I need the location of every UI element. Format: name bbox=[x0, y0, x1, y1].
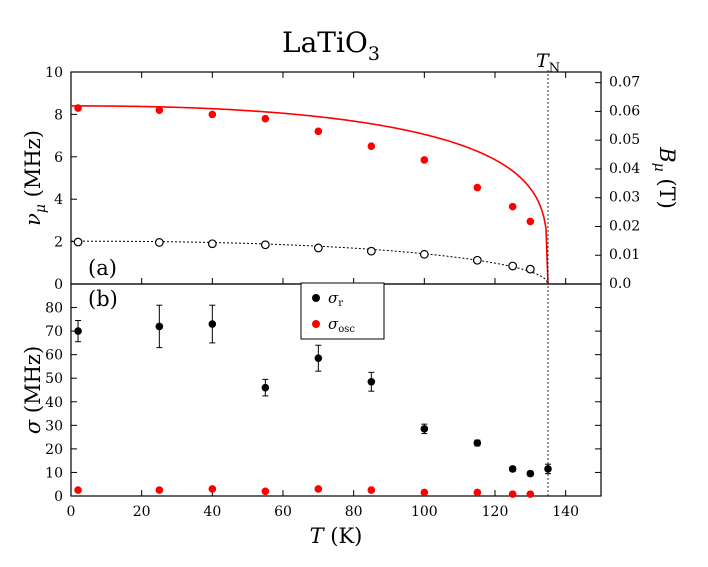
tn-label: TN bbox=[536, 50, 560, 76]
point-sigma-osc bbox=[473, 488, 482, 497]
point-nu-high bbox=[314, 127, 323, 136]
yb-tick-label: 0 bbox=[54, 489, 63, 505]
point-sigma-osc bbox=[367, 486, 376, 494]
point-nu-low bbox=[472, 255, 482, 265]
ya2-tick-label: 0.06 bbox=[609, 103, 640, 119]
point-sigma-osc bbox=[508, 490, 517, 498]
x-tick-label: 140 bbox=[552, 504, 579, 520]
ya-tick-label: 8 bbox=[54, 107, 63, 123]
x-tick-label: 100 bbox=[411, 504, 438, 520]
panel-b-ylabel: σ (MHz) bbox=[21, 346, 45, 434]
point-nu-low bbox=[419, 249, 429, 259]
x-tick-label: 20 bbox=[133, 504, 151, 520]
point-sigma-r bbox=[544, 465, 552, 473]
x-tick-label: 40 bbox=[203, 504, 221, 520]
ya2-tick-label: 0.04 bbox=[609, 161, 640, 177]
point-sigma-osc bbox=[526, 490, 535, 498]
point-nu-low bbox=[313, 243, 323, 253]
point-sigma-r bbox=[155, 322, 164, 331]
yb-tick-label: 30 bbox=[45, 418, 63, 434]
point-nu-high bbox=[526, 217, 535, 226]
yb-tick-label: 50 bbox=[45, 371, 63, 387]
point-sigma-r bbox=[473, 439, 482, 447]
point-sigma-r bbox=[74, 327, 82, 335]
yb-tick-label: 70 bbox=[45, 324, 63, 340]
point-nu-high bbox=[367, 142, 376, 150]
axis-ticks: 0 20 40 60 80 100 120 14002468100.00.010.020.03… bbox=[45, 65, 640, 520]
ya-tick-label: 10 bbox=[45, 65, 63, 81]
point-nu-low bbox=[73, 237, 83, 247]
yb-tick-label: 40 bbox=[45, 395, 63, 411]
yb-tick-label: 60 bbox=[45, 348, 63, 364]
xlabel: T (K) bbox=[310, 524, 363, 548]
point-sigma-r bbox=[526, 469, 535, 478]
point-nu-low bbox=[366, 246, 376, 256]
legend-marker-sigma-osc bbox=[312, 320, 320, 328]
point-sigma-osc bbox=[74, 486, 82, 494]
point-sigma-r bbox=[367, 377, 376, 386]
ya-tick-label: 2 bbox=[54, 235, 63, 251]
ya2-tick-label: 0.05 bbox=[609, 132, 640, 148]
x-tick-label: 120 bbox=[482, 504, 509, 520]
point-nu-high bbox=[74, 104, 82, 112]
panel-a-label: (a) bbox=[88, 256, 117, 280]
point-nu-high bbox=[420, 156, 429, 164]
point-sigma-osc bbox=[420, 488, 429, 497]
ya-tick-label: 6 bbox=[54, 150, 63, 166]
point-nu-high bbox=[261, 114, 270, 123]
legend-box bbox=[300, 282, 385, 340]
yb-tick-label: 20 bbox=[45, 442, 63, 458]
ya2-tick-label: 0.07 bbox=[609, 75, 640, 91]
point-sigma-r bbox=[314, 354, 323, 363]
point-nu-low bbox=[508, 261, 518, 271]
point-nu-high bbox=[208, 110, 217, 119]
x-tick-label: 0 bbox=[67, 504, 76, 520]
x-tick-label: 60 bbox=[274, 504, 292, 520]
fit-curves bbox=[71, 105, 549, 285]
ya2-tick-label: 0.01 bbox=[609, 247, 640, 263]
point-nu-low bbox=[260, 240, 270, 250]
panel-b-label: (b) bbox=[88, 287, 118, 311]
point-sigma-osc bbox=[208, 485, 217, 493]
data-points bbox=[73, 104, 552, 498]
x-tick-label: 80 bbox=[345, 504, 363, 520]
chart-title: LaTiO3 bbox=[282, 26, 380, 65]
point-nu-low bbox=[207, 239, 217, 249]
yb-tick-label: 10 bbox=[45, 465, 63, 481]
legend-label-sigma-osc: σosc bbox=[328, 315, 355, 335]
point-nu-low bbox=[154, 238, 164, 247]
ya2-tick-label: 0.02 bbox=[609, 218, 640, 234]
panel-a-ylabel: νμ (MHz) bbox=[21, 130, 49, 226]
point-sigma-r bbox=[420, 425, 429, 433]
panel-a-y2label: Bμ (T) bbox=[651, 146, 679, 209]
legend-marker-sigma-r bbox=[312, 294, 320, 302]
legend: σr σosc bbox=[300, 282, 385, 340]
point-nu-low bbox=[525, 264, 535, 274]
point-sigma-osc bbox=[155, 486, 164, 494]
yb-tick-label: 80 bbox=[45, 301, 63, 317]
point-sigma-r bbox=[261, 383, 270, 392]
point-nu-high bbox=[508, 202, 517, 211]
ya2-tick-label: 0.03 bbox=[609, 190, 640, 206]
ya-tick-label: 0 bbox=[54, 277, 63, 293]
fit-curve-high bbox=[71, 105, 549, 285]
point-sigma-osc bbox=[261, 487, 270, 496]
ya-tick-label: 4 bbox=[54, 192, 63, 208]
ya2-tick-label: 0.0 bbox=[609, 276, 631, 292]
point-nu-high bbox=[473, 183, 482, 192]
point-sigma-r bbox=[208, 320, 217, 328]
point-sigma-osc bbox=[314, 485, 323, 493]
legend-label-sigma-r: σr bbox=[328, 289, 343, 309]
point-nu-high bbox=[155, 106, 164, 114]
point-sigma-r bbox=[508, 465, 517, 473]
